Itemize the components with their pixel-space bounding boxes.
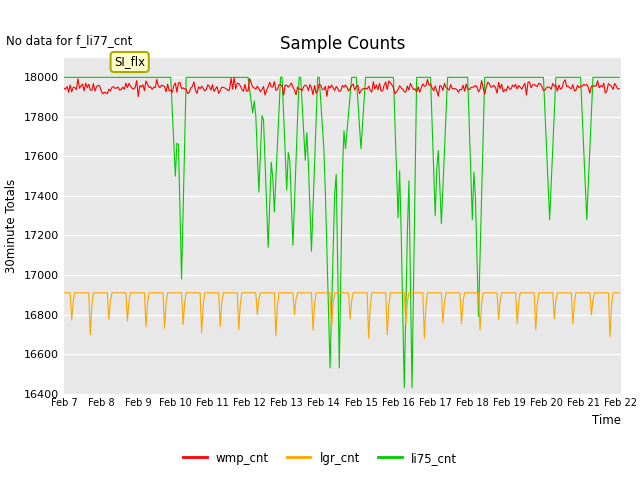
- Y-axis label: 30minute Totals: 30minute Totals: [5, 179, 19, 273]
- X-axis label: Time: Time: [592, 414, 621, 427]
- Text: No data for f_li77_cnt: No data for f_li77_cnt: [6, 34, 132, 47]
- Title: Sample Counts: Sample Counts: [280, 35, 405, 53]
- Text: SI_flx: SI_flx: [114, 56, 145, 69]
- Legend: wmp_cnt, lgr_cnt, li75_cnt: wmp_cnt, lgr_cnt, li75_cnt: [178, 447, 462, 469]
